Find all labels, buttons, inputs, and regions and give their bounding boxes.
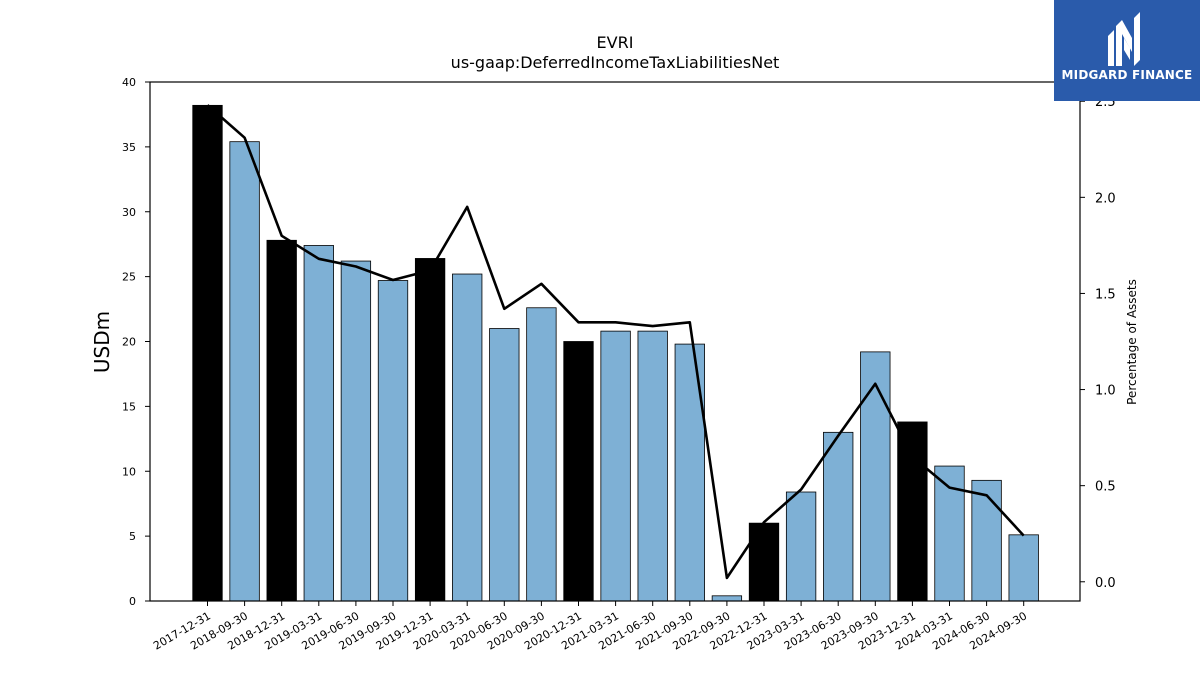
x-axis: 2017-12-312018-09-302018-12-312019-03-31… [151,601,1029,653]
y2-tick-label: 1.0 [1095,384,1116,399]
logo-mark-icon [1108,12,1140,66]
bar [563,341,594,602]
y2-tick-label: 0.5 [1095,480,1116,495]
bar [489,328,520,602]
bar [860,351,891,602]
chart-title: EVRI [597,33,634,52]
bar [971,479,1002,602]
bar [229,141,260,602]
bar [377,280,409,602]
bar [452,273,483,602]
logo-text: MIDGARD FINANCE [1061,68,1193,82]
bar [637,330,668,602]
y-tick-label: 15 [122,400,136,413]
bar [192,104,223,602]
bar [711,595,743,602]
y-axis-left: 0 5 10 15 20 25 30 35 40 [122,76,150,608]
bar [600,330,631,602]
y-tick-label: 5 [129,530,136,543]
y2-tick-label: 2.0 [1095,191,1116,206]
y-tick-label: 0 [129,595,136,608]
y-tick-label: 35 [122,141,136,154]
y-tick-label: 10 [122,465,136,478]
brand-logo: MIDGARD FINANCE [1054,0,1200,101]
bar [674,343,705,602]
bar-series [192,104,1039,602]
y-tick-label: 20 [122,336,136,349]
y-axis-right: 0.00.51.01.52.02.5 [1080,95,1116,591]
bar [266,239,297,602]
bar [340,260,372,602]
line-series [206,104,1025,580]
bar [748,522,780,602]
y-tick-label: 30 [122,206,136,219]
bar [1008,534,1039,602]
y-tick-label: 40 [122,76,136,89]
chart-subtitle: us-gaap:DeferredIncomeTaxLiabilitiesNet [451,53,780,72]
bar [303,245,334,602]
bar [785,491,817,602]
bar [823,431,854,602]
bar [526,307,557,602]
y-tick-label: 25 [122,271,136,284]
bar [897,421,928,602]
y2-tick-label: 1.5 [1095,287,1116,302]
y2-axis-label: Percentage of Assets [1125,279,1139,405]
bar [414,258,446,602]
y2-tick-label: 0.0 [1095,576,1116,591]
percentage-line [206,104,1025,580]
y-axis-label: USDm [90,311,114,373]
